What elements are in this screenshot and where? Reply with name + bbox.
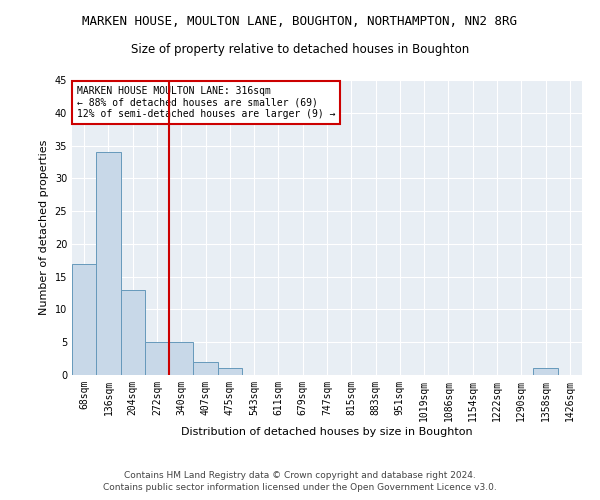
Text: Contains HM Land Registry data © Crown copyright and database right 2024.: Contains HM Land Registry data © Crown c… — [124, 471, 476, 480]
Bar — [72, 264, 96, 375]
Bar — [96, 152, 121, 375]
Bar — [169, 342, 193, 375]
Y-axis label: Number of detached properties: Number of detached properties — [39, 140, 49, 315]
Bar — [193, 362, 218, 375]
Text: MARKEN HOUSE, MOULTON LANE, BOUGHTON, NORTHAMPTON, NN2 8RG: MARKEN HOUSE, MOULTON LANE, BOUGHTON, NO… — [83, 15, 517, 28]
Bar — [533, 368, 558, 375]
Bar — [145, 342, 169, 375]
Text: MARKEN HOUSE MOULTON LANE: 316sqm
← 88% of detached houses are smaller (69)
12% : MARKEN HOUSE MOULTON LANE: 316sqm ← 88% … — [77, 86, 335, 119]
X-axis label: Distribution of detached houses by size in Boughton: Distribution of detached houses by size … — [181, 426, 473, 436]
Bar — [218, 368, 242, 375]
Text: Size of property relative to detached houses in Boughton: Size of property relative to detached ho… — [131, 42, 469, 56]
Text: Contains public sector information licensed under the Open Government Licence v3: Contains public sector information licen… — [103, 484, 497, 492]
Bar — [121, 290, 145, 375]
